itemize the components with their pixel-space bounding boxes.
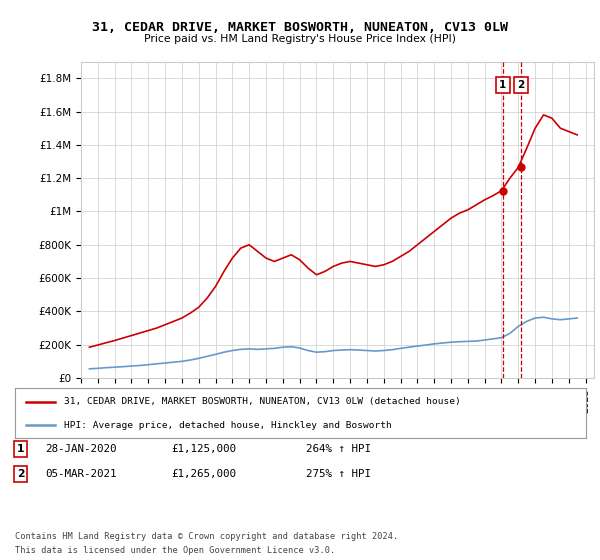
- Text: 2: 2: [518, 80, 525, 90]
- Text: 264% ↑ HPI: 264% ↑ HPI: [306, 444, 371, 454]
- Text: 2: 2: [17, 469, 25, 479]
- Text: Contains HM Land Registry data © Crown copyright and database right 2024.: Contains HM Land Registry data © Crown c…: [15, 532, 398, 541]
- Text: Price paid vs. HM Land Registry's House Price Index (HPI): Price paid vs. HM Land Registry's House …: [144, 34, 456, 44]
- Text: 275% ↑ HPI: 275% ↑ HPI: [306, 469, 371, 479]
- Text: £1,265,000: £1,265,000: [171, 469, 236, 479]
- Text: HPI: Average price, detached house, Hinckley and Bosworth: HPI: Average price, detached house, Hinc…: [64, 421, 391, 430]
- Text: 31, CEDAR DRIVE, MARKET BOSWORTH, NUNEATON, CV13 0LW: 31, CEDAR DRIVE, MARKET BOSWORTH, NUNEAT…: [92, 21, 508, 34]
- Text: 1: 1: [499, 80, 506, 90]
- Text: £1,125,000: £1,125,000: [171, 444, 236, 454]
- Text: 1: 1: [17, 444, 24, 454]
- Text: 28-JAN-2020: 28-JAN-2020: [45, 444, 116, 454]
- Text: 05-MAR-2021: 05-MAR-2021: [45, 469, 116, 479]
- Text: This data is licensed under the Open Government Licence v3.0.: This data is licensed under the Open Gov…: [15, 546, 335, 555]
- Text: 31, CEDAR DRIVE, MARKET BOSWORTH, NUNEATON, CV13 0LW (detached house): 31, CEDAR DRIVE, MARKET BOSWORTH, NUNEAT…: [64, 397, 460, 406]
